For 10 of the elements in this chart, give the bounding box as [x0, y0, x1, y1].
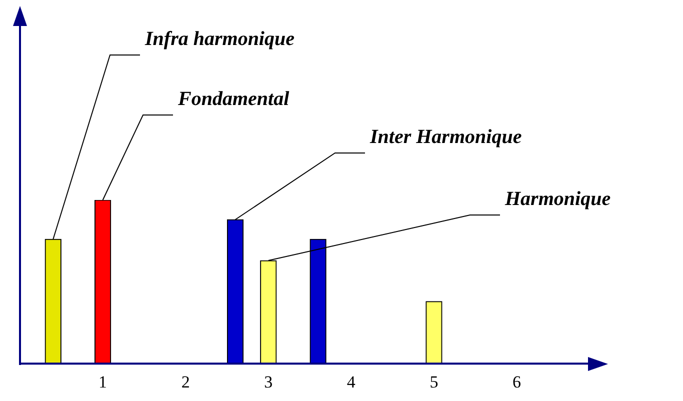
x-tick-label: 1 — [98, 372, 108, 392]
annotation: Inter Harmonique — [369, 126, 522, 148]
x-tick-label: 2 — [181, 372, 190, 392]
annotation: Infra harmonique — [144, 28, 295, 50]
x-tick-label: 6 — [512, 372, 522, 392]
annotation: Harmonique — [504, 188, 611, 210]
x-tick-label: 3 — [264, 372, 273, 392]
x-tick-label: 5 — [430, 372, 438, 392]
annotation: Fondamental — [177, 88, 290, 110]
x-tick-label: 4 — [346, 372, 356, 392]
